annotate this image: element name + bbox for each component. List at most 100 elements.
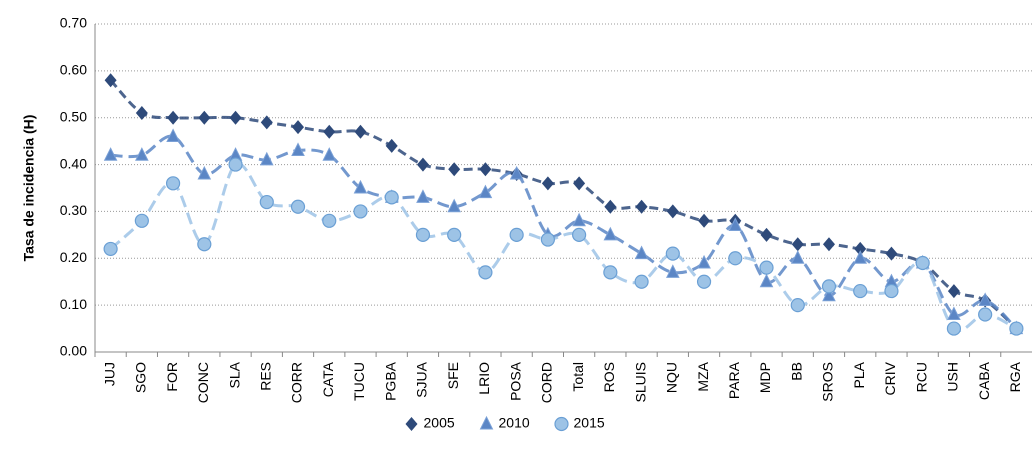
marker-triangle [603, 226, 618, 241]
marker-diamond [698, 213, 711, 228]
y-tick-label: 0.20 [60, 249, 87, 265]
marker-triangle [259, 151, 274, 166]
marker-diamond [385, 138, 398, 153]
marker-diamond [822, 237, 835, 252]
legend-item: 2005 [405, 415, 455, 431]
marker-triangle [103, 147, 118, 161]
marker-triangle [853, 250, 868, 264]
marker-diamond [604, 199, 617, 214]
marker-circle [322, 213, 337, 228]
x-tick-label: MZA [695, 361, 711, 391]
marker-diamond [666, 204, 679, 219]
marker-diamond [229, 110, 242, 125]
marker-circle [228, 157, 243, 172]
y-tick-label: 0.70 [60, 15, 87, 31]
marker-circle [790, 298, 805, 313]
marker-circle [259, 194, 274, 210]
marker-circle [853, 283, 868, 299]
marker-triangle [947, 306, 961, 321]
x-tick-label: SLA [226, 361, 242, 388]
x-tick-label: ROS [601, 362, 617, 392]
x-tick-label: CONC [195, 362, 211, 403]
x-tick-label: PLA [851, 361, 867, 388]
marker-diamond [405, 417, 418, 431]
marker-diamond [292, 120, 305, 135]
x-tick-label: POSA [507, 361, 523, 401]
marker-triangle [790, 250, 805, 264]
marker-circle [884, 283, 899, 299]
marker-circle [353, 204, 368, 219]
marker-circle [540, 232, 555, 247]
marker-triangle [822, 287, 836, 302]
x-tick-label: RGA [1007, 361, 1023, 392]
marker-diamond [885, 246, 898, 261]
marker-circle [1009, 321, 1024, 336]
marker-diamond [541, 176, 554, 191]
marker-circle [696, 274, 712, 289]
marker-circle [978, 307, 993, 322]
x-tick-label: BB [788, 362, 804, 381]
marker-triangle [353, 179, 368, 194]
marker-triangle [759, 273, 774, 288]
marker-diamond [104, 73, 117, 88]
marker-triangle [166, 128, 180, 142]
marker-diamond [167, 110, 180, 125]
x-tick-label: SLUIS [632, 362, 648, 402]
marker-circle [821, 279, 837, 294]
y-tick-label: 0.60 [60, 62, 87, 78]
x-tick-label: JUJ [101, 362, 117, 386]
marker-triangle [135, 147, 149, 161]
marker-diamond [198, 110, 211, 125]
marker-diamond [479, 162, 492, 177]
marker-diamond [791, 237, 804, 252]
marker-diamond [760, 227, 773, 242]
marker-circle [915, 255, 930, 271]
marker-diamond [260, 115, 273, 130]
marker-circle [572, 227, 587, 242]
marker-triangle [447, 198, 461, 213]
marker-diamond [854, 241, 867, 256]
marker-triangle [197, 165, 212, 180]
marker-diamond [416, 157, 429, 172]
marker-circle [384, 190, 399, 205]
marker-diamond [354, 124, 367, 139]
x-tick-label: PGBA [382, 361, 398, 401]
x-tick-label: FOR [164, 362, 180, 392]
y-tick-label: 0.10 [60, 296, 87, 312]
y-axis-label: Tasa de incidencia (H) [21, 115, 37, 262]
x-tick-label: NQU [664, 362, 680, 393]
x-tick-label: USH [945, 362, 961, 392]
marker-triangle [478, 184, 493, 199]
x-tick-label: CORR [289, 362, 305, 403]
x-tick-label: CATA [320, 361, 336, 397]
legend-label: 2015 [574, 415, 605, 431]
marker-circle [134, 213, 149, 228]
marker-triangle [666, 264, 680, 278]
x-tick-label: MDP [757, 362, 773, 393]
marker-circle [290, 199, 306, 214]
x-tick-label: SFE [445, 362, 461, 389]
marker-diamond [448, 162, 461, 177]
marker-circle [447, 227, 462, 242]
marker-circle [946, 321, 962, 336]
x-tick-label: TUCU [351, 362, 367, 401]
marker-triangle [634, 245, 649, 260]
marker-triangle [978, 292, 992, 306]
marker-triangle [479, 415, 494, 430]
x-tick-label: SROS [820, 362, 836, 402]
marker-diamond [323, 124, 336, 139]
y-tick-label: 0.30 [60, 202, 87, 218]
x-tick-label: LRIO [476, 362, 492, 395]
marker-circle [197, 237, 212, 252]
marker-circle [165, 176, 181, 191]
x-tick-label: SGO [133, 362, 149, 393]
marker-diamond [135, 106, 148, 121]
x-tick-label: RCU [913, 362, 929, 392]
y-tick-label: 0.00 [60, 343, 87, 359]
x-tick-label: CORD [539, 362, 555, 403]
marker-circle [415, 227, 431, 242]
marker-triangle [322, 147, 337, 161]
x-tick-label: PARA [726, 361, 742, 399]
marker-diamond [947, 284, 960, 299]
